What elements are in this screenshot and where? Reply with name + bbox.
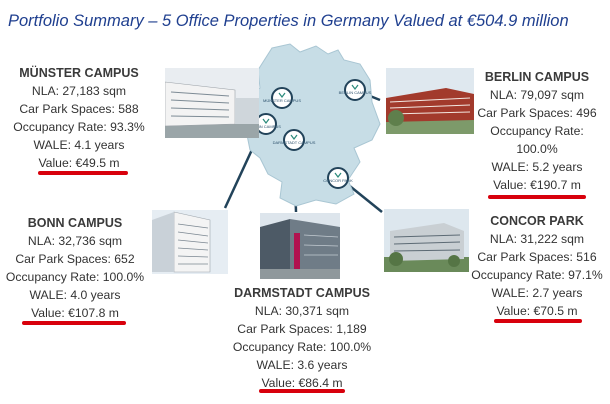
pin-label-berlin: BERLIN CAMPUS (339, 90, 372, 95)
pin-darmstadt: DARMSTADT CAMPUS (273, 129, 316, 151)
pin-muenster: MÜNSTER CAMPUS (263, 87, 301, 109)
berlin-nla: NLA: 79,097 sqm (489, 88, 585, 102)
concor-nla: NLA: 31,222 sqm (489, 232, 585, 246)
concor-parking: Car Park Spaces: 516 (477, 250, 597, 264)
darmstadt-value: Value: €86.4 m (261, 376, 343, 390)
bonn-parking: Car Park Spaces: 652 (15, 252, 135, 266)
concor-value-underline (494, 319, 582, 323)
concor-park-photo (384, 209, 469, 272)
berlin-wale: WALE: 5.2 years (491, 160, 583, 174)
berlin-value-underline (488, 195, 586, 199)
darmstadt-occupancy: Occupancy Rate: 100.0% (232, 340, 372, 354)
darmstadt-value-underline (259, 389, 345, 393)
concor-park-name: CONCOR PARK (490, 214, 584, 228)
bonn-campus-photo (152, 210, 228, 274)
muenster-campus-photo (165, 68, 259, 138)
darmstadt-nla: NLA: 30,371 sqm (254, 304, 350, 318)
muenster-nla: NLA: 27,183 sqm (31, 84, 127, 98)
darmstadt-campus-info: DARMSTADT CAMPUS NLA: 30,371 sqm Car Par… (222, 284, 382, 392)
muenster-wale: WALE: 4.1 years (33, 138, 125, 152)
darmstadt-campus-name: DARMSTADT CAMPUS (234, 286, 370, 300)
concor-value: Value: €70.5 m (496, 304, 578, 318)
pin-label-bonn: BONN CAMPUS (251, 124, 281, 129)
darmstadt-campus-photo (260, 213, 340, 279)
muenster-parking: Car Park Spaces: 588 (19, 102, 139, 116)
darmstadt-wale: WALE: 3.6 years (256, 358, 348, 372)
bonn-value: Value: €107.8 m (31, 306, 119, 320)
muenster-campus-name: MÜNSTER CAMPUS (19, 66, 139, 80)
concor-occupancy: Occupancy Rate: 97.1% (471, 268, 603, 282)
muenster-value-underline (38, 171, 128, 175)
bonn-value-underline (22, 321, 126, 325)
berlin-value: Value: €190.7 m (493, 178, 581, 192)
pin-label-muenster: MÜNSTER CAMPUS (263, 98, 301, 103)
muenster-value: Value: €49.5 m (38, 156, 120, 170)
germany-map: MÜNSTER CAMPUS BERLIN CAMPUS BONN CAMPUS… (241, 43, 381, 207)
berlin-campus-info: BERLIN CAMPUS NLA: 79,097 sqm Car Park S… (466, 68, 608, 194)
bonn-occupancy: Occupancy Rate: 100.0% (5, 270, 145, 284)
pin-concor: CONCOR PARK (323, 167, 353, 189)
bonn-campus-info: BONN CAMPUS NLA: 32,736 sqm Car Park Spa… (0, 214, 150, 322)
berlin-campus-name: BERLIN CAMPUS (484, 70, 590, 84)
pin-label-darmstadt: DARMSTADT CAMPUS (273, 140, 316, 145)
darmstadt-parking: Car Park Spaces: 1,189 (237, 322, 367, 336)
bonn-wale: WALE: 4.0 years (29, 288, 121, 302)
bonn-nla: NLA: 32,736 sqm (27, 234, 123, 248)
muenster-occupancy: Occupancy Rate: 93.3% (13, 120, 145, 134)
concor-wale: WALE: 2.7 years (491, 286, 583, 300)
pin-label-concor: CONCOR PARK (323, 178, 353, 183)
bonn-campus-name: BONN CAMPUS (27, 216, 123, 230)
berlin-occupancy-label: Occupancy Rate: (490, 124, 584, 138)
berlin-occupancy-value: 100.0% (516, 142, 558, 156)
page-title: Portfolio Summary – 5 Office Properties … (8, 12, 569, 30)
berlin-parking: Car Park Spaces: 496 (477, 106, 597, 120)
muenster-campus-info: MÜNSTER CAMPUS NLA: 27,183 sqm Car Park … (4, 64, 154, 172)
pin-berlin: BERLIN CAMPUS (339, 79, 372, 101)
concor-park-info: CONCOR PARK NLA: 31,222 sqm Car Park Spa… (466, 212, 608, 320)
berlin-campus-photo (386, 68, 474, 134)
